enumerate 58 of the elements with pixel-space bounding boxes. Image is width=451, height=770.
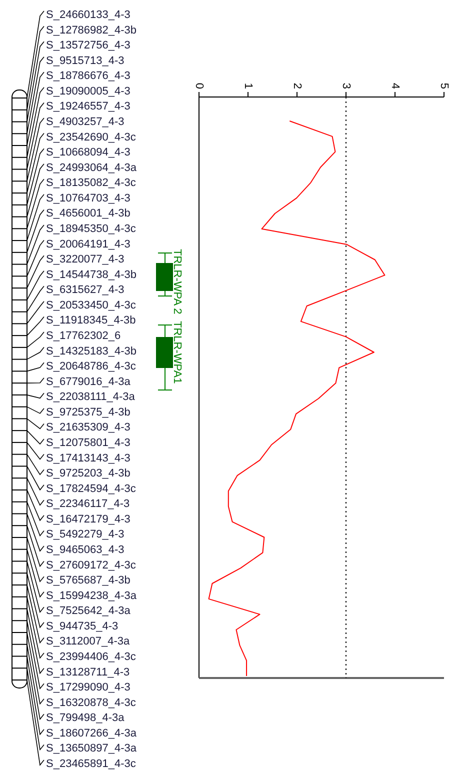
text: S_4656001_4-3b [46,208,130,220]
x-tick-label: 1 [242,82,254,89]
text: S_16472179_4-3 [46,513,130,526]
text: S_10668094_4-3 [46,146,130,159]
text: S_13572756_4-3 [46,40,130,52]
text: S_9725203_4-3b [46,468,130,480]
text: S_18135082_4-3c [46,177,136,190]
text: S_5492279_4-3 [46,528,124,541]
text: S_10764703_4-3 [46,192,130,204]
text: S_20064191_4-3 [46,238,130,250]
text: S_6779016_4-3a [46,376,132,388]
x-tick-label: 4 [389,82,402,89]
text: S_20533450_4-3c [46,299,136,312]
text: S_13128711_4-3 [46,666,130,678]
text: S_6315627_4-3 [46,284,124,296]
x-tick-label: 3 [340,82,352,89]
text: S_12075801_4-3 [46,437,130,449]
text: S_18607266_4-3a [46,727,138,740]
text: S_13650897_4-3a [46,742,138,755]
text: S_22346117_4-3 [46,498,130,510]
text: S_18786676_4-3 [46,70,130,82]
text: S_3220077_4-3 [46,254,124,266]
text: TRLR-WPA1 [171,321,183,384]
text: S_15994238_4-3a [46,590,138,602]
text: S_12786982_4-3b [46,24,137,36]
text: S_799498_4-3a [46,712,126,724]
text: S_14325183_4-3b [46,345,137,358]
text: TRLR-WPA 2 [171,249,183,314]
x-tick-label: 0 [193,82,206,89]
text: S_17762302_6 [46,330,121,342]
text: S_21635309_4-3 [46,422,130,434]
text: S_9725375_4-3b [46,406,130,418]
text: S_9465063_4-3 [46,544,124,556]
text: S_22038111_4-3a [46,391,136,404]
text: S_24660133_4-3 [46,9,130,21]
text: S_23465891_4-3c [46,758,136,770]
text: S_16320878_4-3c [46,696,136,709]
text: S_9515713_4-3 [46,54,124,67]
text: S_3112007_4-3a [46,636,130,648]
text: S_944735_4-3 [46,620,118,632]
text: S_27609172_4-3c [46,559,136,572]
text: S_19090005_4-3 [46,85,130,98]
text: S_14544738_4-3b [46,268,137,281]
text: S_4903257_4-3 [46,116,124,128]
text: S_17299090_4-3 [46,682,130,694]
text: S_20648786_4-3c [46,360,136,373]
text: S_24993064_4-3a [46,162,138,174]
x-tick-label: 2 [291,82,304,89]
text: S_7525642_4-3a [46,605,132,618]
text: S_11918345_4-3b [46,314,136,327]
text: S_17824594_4-3c [46,482,136,495]
text: S_5765687_4-3b [46,574,130,587]
text: S_17413143_4-3 [46,452,130,464]
text: S_23994406_4-3c [46,651,136,663]
x-tick-label: 5 [438,82,450,89]
text: S_18945350_4-3c [46,223,136,235]
text: S_19246557_4-3 [46,100,130,113]
text: S_23542690_4-3c [46,131,136,144]
